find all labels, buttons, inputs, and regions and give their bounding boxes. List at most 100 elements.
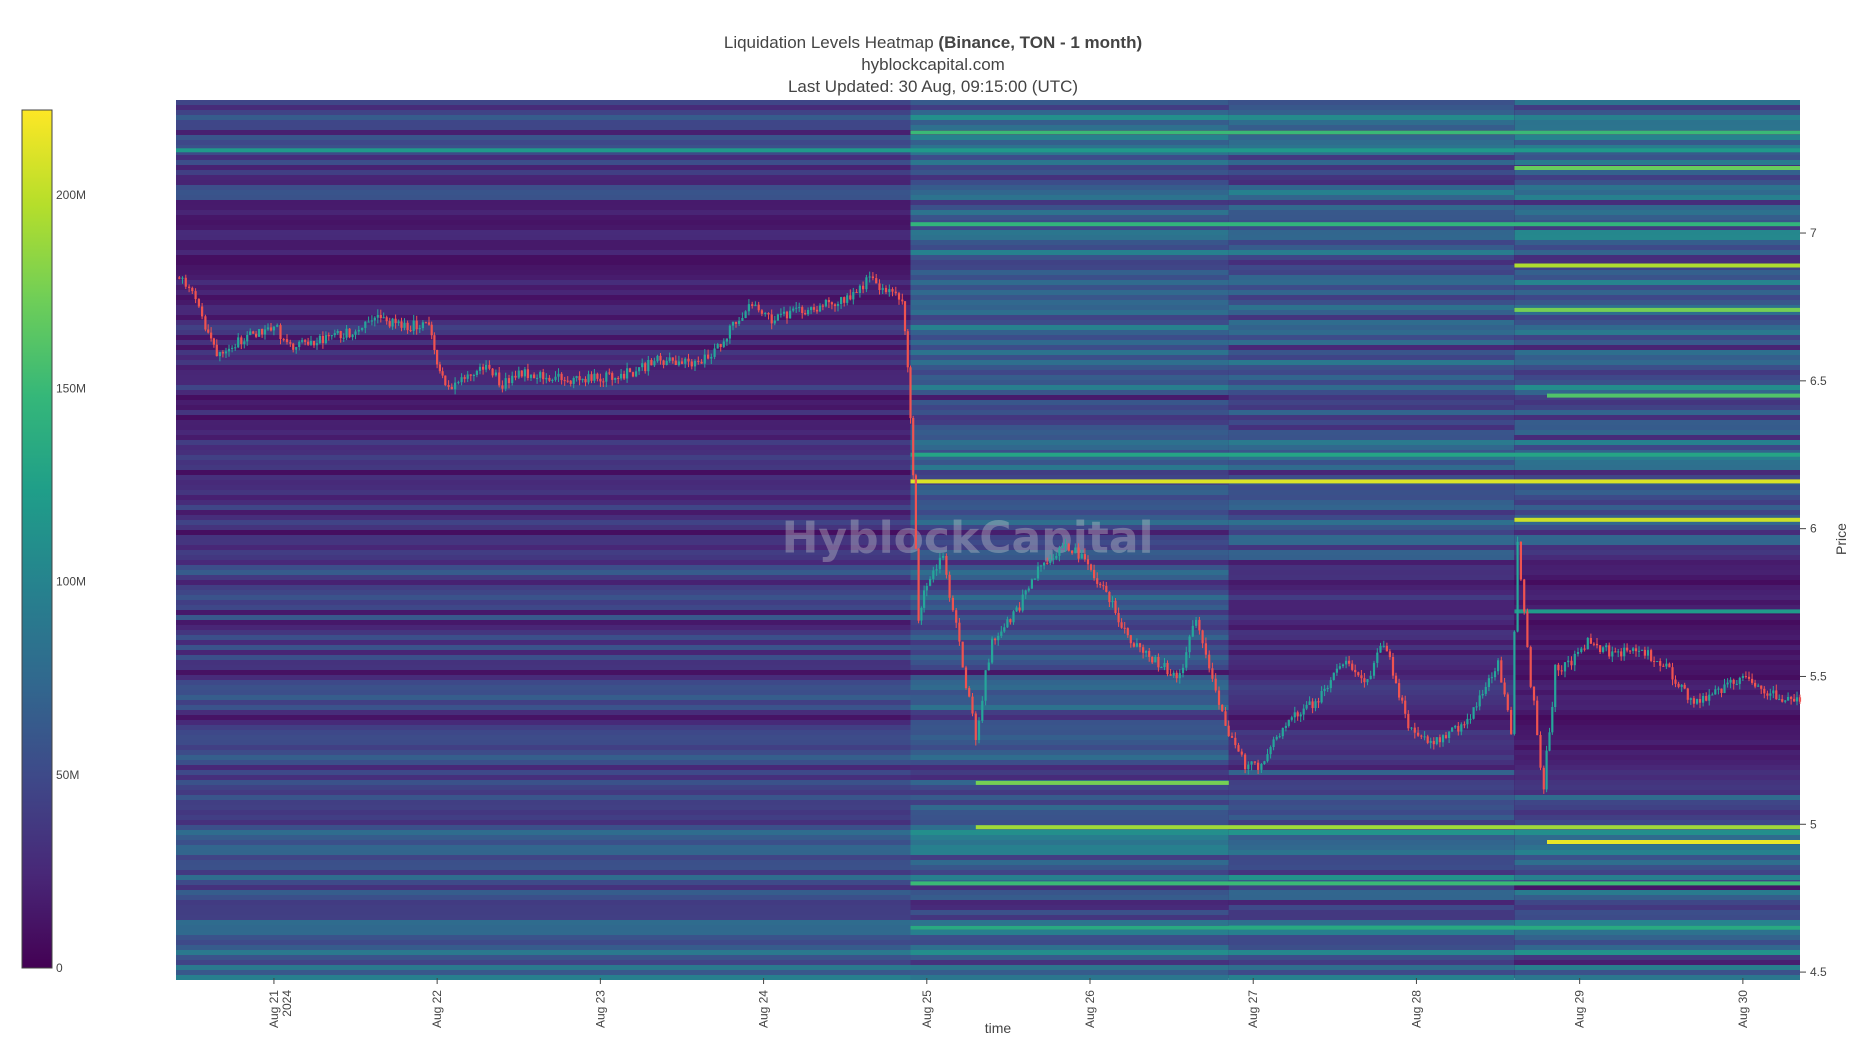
candle-body	[1204, 643, 1207, 655]
heatmap-cell	[910, 970, 1229, 975]
candle-body	[1705, 696, 1708, 701]
candle-body	[906, 331, 909, 368]
candle-body	[1105, 585, 1108, 592]
heatmap-cell	[1228, 270, 1515, 275]
liquidation-bands	[176, 130, 1800, 930]
heatmap-cell	[176, 935, 911, 940]
heatmap-cell	[1228, 730, 1515, 735]
heatmap-cell	[1514, 420, 1800, 425]
heatmap-cell	[1514, 820, 1800, 825]
candle-body	[1021, 594, 1024, 611]
heatmap-cell	[1514, 195, 1800, 200]
heatmap-cell	[1514, 920, 1800, 925]
candle-body	[935, 569, 938, 571]
candle-body	[1086, 559, 1090, 565]
heatmap-cell	[1228, 520, 1515, 525]
heatmap-cell	[1514, 375, 1800, 380]
heatmap-cell	[1228, 890, 1515, 895]
heatmap-cell	[176, 555, 911, 560]
heatmap-cell	[176, 260, 911, 265]
heatmap-cell	[1228, 605, 1515, 610]
heatmap-cell	[910, 215, 1229, 220]
heatmap-cell	[176, 660, 911, 665]
colorbar-tick-label: 0	[56, 961, 63, 975]
candle-body	[491, 368, 494, 376]
candle-body	[1576, 652, 1580, 654]
candle-body	[1191, 625, 1194, 637]
candle-body	[991, 638, 994, 663]
candle-body	[279, 325, 282, 339]
heatmap-cell	[1514, 350, 1800, 355]
candle-body	[1385, 645, 1388, 652]
heatmap-cell	[910, 360, 1229, 365]
heatmap-cell	[1514, 935, 1800, 940]
candle-body	[1201, 630, 1204, 644]
heatmap-cell	[910, 950, 1229, 955]
candle-body	[1793, 698, 1796, 702]
candle-body	[1018, 607, 1021, 611]
heatmap-cell	[910, 320, 1229, 325]
heatmap-cell	[176, 690, 911, 695]
candle-body	[1560, 670, 1563, 672]
candle-body	[447, 385, 450, 387]
heatmap-cell	[1228, 180, 1515, 185]
heatmap-cell	[1228, 215, 1515, 220]
heatmap-cell	[1228, 770, 1515, 775]
heatmap-cell	[1514, 405, 1800, 410]
candle-body	[1519, 541, 1522, 580]
heatmap-cell	[1514, 580, 1800, 585]
candle-body	[444, 375, 447, 386]
heatmap-cell	[176, 335, 911, 340]
candle-body	[792, 308, 795, 311]
heatmap-cell	[176, 330, 911, 335]
heatmap-cell	[1514, 575, 1800, 580]
heatmap-cell	[1514, 685, 1800, 690]
candle-body	[1539, 735, 1542, 768]
heatmap-cell	[1228, 360, 1515, 365]
candle-body	[1351, 663, 1354, 670]
candle-body	[1481, 694, 1484, 696]
heatmap-cell	[176, 430, 911, 435]
candle-body	[336, 331, 339, 334]
candle-body	[852, 292, 855, 300]
heatmap-cell	[176, 425, 911, 430]
heatmap-cell	[1514, 250, 1800, 255]
candle-body	[545, 377, 548, 380]
candle-body	[1656, 661, 1659, 662]
heatmap-cell	[176, 685, 911, 690]
candle-body	[587, 374, 590, 383]
heatmap-cell	[1228, 145, 1515, 150]
candle-body	[605, 372, 608, 382]
heatmap-cell	[1514, 340, 1800, 345]
heatmap-cell	[1228, 410, 1515, 415]
heatmap-cell	[1514, 665, 1800, 670]
candle-body	[1323, 688, 1326, 692]
heatmap-cell	[910, 815, 1229, 820]
heatmap-cell	[1514, 235, 1800, 240]
heatmap-cell	[1228, 710, 1515, 715]
heatmap-cell	[1514, 600, 1800, 605]
heatmap-cell	[176, 815, 911, 820]
heatmap-cell	[1228, 945, 1515, 950]
heatmap-cell	[1228, 725, 1515, 730]
heatmap-cell	[910, 105, 1229, 110]
heatmap-cell	[1514, 290, 1800, 295]
candle-body	[263, 329, 267, 335]
candle-body	[1398, 683, 1401, 698]
heatmap-cell	[1514, 520, 1800, 525]
heatmap-cell	[910, 830, 1229, 835]
heatmap-cell	[1228, 545, 1515, 550]
heatmap-cell	[176, 610, 911, 615]
candle-body	[1469, 718, 1472, 720]
heatmap-cell	[176, 730, 911, 735]
heatmap-cell	[910, 565, 1229, 570]
heatmap-cell	[1228, 815, 1515, 820]
heatmap-cell	[1228, 600, 1515, 605]
candle-body	[1653, 660, 1656, 662]
heatmap-cell	[1228, 430, 1515, 435]
plot-area[interactable]: HyblockCapital	[176, 100, 1802, 980]
candle-body	[194, 291, 197, 300]
heatmap-cell	[1228, 165, 1515, 170]
candle-body	[488, 364, 491, 369]
heatmap-cell	[1228, 190, 1515, 195]
